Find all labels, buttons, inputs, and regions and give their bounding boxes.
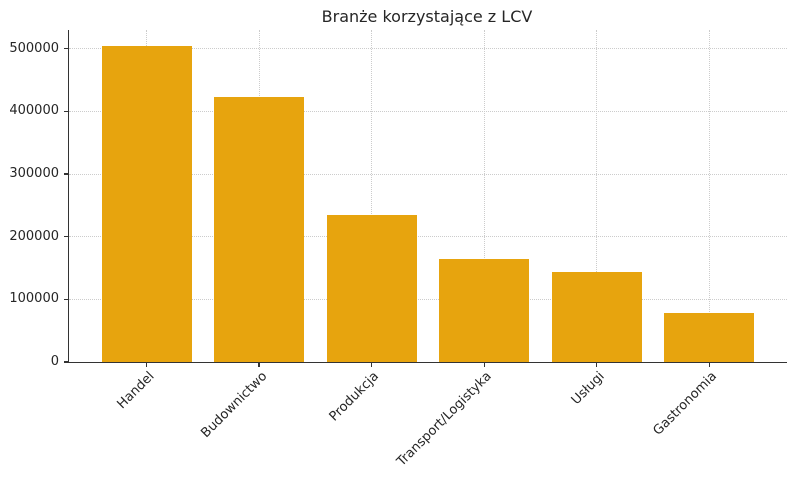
y-tick-mark: [64, 236, 68, 238]
y-gridline: [69, 173, 787, 175]
y-gridline: [69, 48, 787, 50]
x-gridline: [596, 30, 598, 362]
x-tick-mark: [371, 363, 373, 367]
y-gridline: [69, 110, 787, 112]
bar-budownictwo: [214, 97, 305, 362]
x-tick-label-us-ugi: Usługi: [568, 369, 608, 408]
x-tick-label-gastronomia: Gastronomia: [650, 369, 720, 439]
x-tick-mark: [596, 363, 598, 367]
x-tick-mark: [258, 363, 260, 367]
x-tick-mark: [483, 363, 485, 367]
x-gridline: [483, 30, 485, 362]
y-gridline: [69, 298, 787, 300]
bar-produkcja: [326, 214, 417, 362]
y-tick-label: 200000: [9, 228, 59, 244]
x-tick-mark: [708, 363, 711, 367]
x-tick-label-transport-logistyka: Transport/Logistyka: [394, 369, 495, 470]
x-tick-label-produkcja: Produkcja: [326, 369, 383, 425]
y-tick-label: 100000: [9, 291, 59, 307]
x-gridline: [708, 30, 710, 362]
y-tick-label: 300000: [9, 166, 59, 182]
bar-transport-logistyka: [439, 258, 530, 362]
bar-gastronomia: [664, 313, 755, 362]
y-tick-mark: [64, 173, 68, 175]
y-tick-label: 500000: [9, 40, 59, 56]
y-tick-label: 400000: [9, 103, 59, 119]
plot-area: 0 100000 200000 300000 400000 500000 Handel Bud…: [9, 30, 787, 469]
y-tick-mark: [64, 110, 68, 113]
bar-handel: [101, 45, 192, 362]
x-tick-label-budownictwo: Budownictwo: [197, 369, 270, 441]
y-gridline: [69, 236, 787, 238]
x-gridline: [371, 30, 373, 362]
bar-us-ugi: [551, 272, 642, 362]
x-tick-mark: [145, 363, 148, 367]
y-tick-mark: [64, 48, 68, 50]
y-tick-mark: [64, 298, 68, 301]
x-tick-label-handel: Handel: [114, 369, 158, 413]
y-tick-mark: [64, 361, 68, 363]
y-tick-label: 0: [50, 354, 59, 369]
chart-title: Branże korzystające z LCV: [321, 7, 533, 26]
